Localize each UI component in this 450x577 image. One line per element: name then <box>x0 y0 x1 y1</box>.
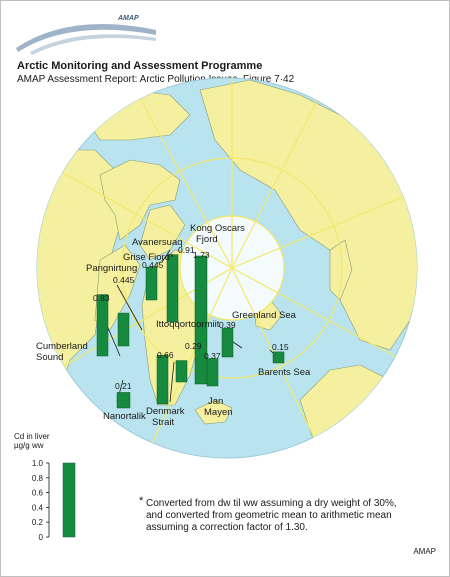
legend-tick-label: 0 <box>39 533 44 542</box>
bar-denmark-strait <box>156 354 169 405</box>
legend-example-bar <box>62 462 76 538</box>
value-label-greenland-sea: 0.39 <box>219 320 236 330</box>
value-label-denmark: 0.66 <box>157 350 174 360</box>
bar-greenland-sea <box>221 327 234 358</box>
legend-tick-label: 0.8 <box>32 474 44 483</box>
site-label-greenland-sea: Greenland Sea <box>232 310 297 321</box>
land-europe <box>299 364 417 458</box>
legend-title-line1: Cd in liver <box>14 432 50 441</box>
bar-cumberland-sound <box>96 294 109 357</box>
site-label-strait: Strait <box>152 417 175 428</box>
site-label-fjord: Fjord <box>196 234 218 245</box>
legend-title: Cd in liver µg/g ww <box>14 432 50 450</box>
value-label-ittoqq: 0.29 <box>185 341 202 351</box>
site-label-mayen: Mayen <box>204 407 233 418</box>
value-label-grise: 0.445 <box>142 260 164 270</box>
site-label-kong: Kong Oscars <box>190 223 245 234</box>
page-title: Arctic Monitoring and Assessment Program… <box>17 60 263 72</box>
value-label-avanersuaq: 0.91 <box>178 245 195 255</box>
bar-kong-oscars-fjord <box>194 255 208 385</box>
svg-text:AMAP: AMAP <box>117 15 139 22</box>
bar-nanortalik <box>116 392 131 409</box>
site-label-nanortalik: Nanortalik <box>103 411 146 422</box>
value-label-pangnirtung: 0.445 <box>113 275 135 285</box>
footnote-mark: * <box>139 495 144 507</box>
bar-jan-mayen <box>206 358 219 387</box>
legend-tick-label: 0.4 <box>32 503 44 512</box>
value-label-cumberland: 0.83 <box>93 293 110 303</box>
bar-pangnirtung <box>117 312 130 347</box>
site-label-pangnirtung: Pangnirtung <box>86 263 137 274</box>
header: Arctic Monitoring and Assessment Program… <box>17 60 437 86</box>
value-label-barents: 0.15 <box>272 342 289 352</box>
value-label-nanortalik: 0.21 <box>115 381 132 391</box>
site-label-jan: Jan <box>208 396 223 407</box>
site-label-avanersuaq: Avanersuaq <box>132 237 183 248</box>
bar-layer <box>96 254 285 409</box>
land-siberia <box>199 79 417 351</box>
site-label-barents: Barents Sea <box>258 367 311 378</box>
site-label-grise: Grise Fiord* <box>123 252 174 263</box>
legend-tick-label: 1.0 <box>32 459 44 468</box>
amap-logo: AMAP <box>16 15 156 55</box>
value-label-jan: 0.37 <box>204 351 221 361</box>
page-subtitle: AMAP Assessment Report: Arctic Pollution… <box>17 74 295 85</box>
site-label-ittoqq: Ittoqqortoormiit <box>156 319 220 330</box>
credit-label: AMAP <box>413 547 436 556</box>
site-label-sound: Sound <box>36 352 63 363</box>
bar-ittoqqortoormiit <box>175 360 188 383</box>
bar-barents-sea <box>272 351 285 364</box>
legend-title-line2: µg/g ww <box>14 441 44 450</box>
value-label-kong: 1.73 <box>193 250 210 260</box>
footnote-text: Converted from dw til ww assuming a dry … <box>146 498 397 533</box>
bar-grise-fiord <box>145 266 158 301</box>
site-label-cumberland: Cumberland <box>36 341 88 352</box>
legend-scale: 1.0 0.8 0.6 0.4 0.2 0 <box>32 459 76 542</box>
bar-avanersuaq <box>166 254 179 323</box>
legend-tick-label: 0.6 <box>32 489 44 498</box>
legend-tick-label: 0.2 <box>32 518 44 527</box>
site-label-denmark: Denmark <box>146 406 185 417</box>
land-arctic-islands <box>99 159 181 241</box>
